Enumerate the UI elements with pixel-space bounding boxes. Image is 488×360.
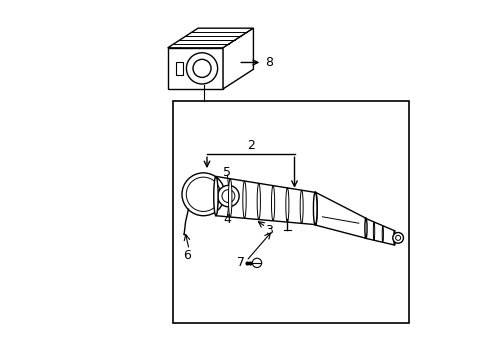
Circle shape	[182, 173, 224, 216]
Ellipse shape	[285, 188, 288, 222]
Circle shape	[392, 233, 403, 243]
Circle shape	[193, 59, 211, 77]
Text: 5: 5	[223, 166, 231, 179]
Circle shape	[395, 235, 400, 240]
Ellipse shape	[257, 183, 260, 220]
Circle shape	[222, 190, 234, 203]
Ellipse shape	[228, 179, 231, 217]
Circle shape	[252, 258, 261, 267]
Text: 7: 7	[237, 256, 244, 269]
Polygon shape	[167, 48, 223, 89]
Ellipse shape	[364, 218, 366, 238]
Ellipse shape	[313, 192, 316, 225]
Polygon shape	[176, 62, 183, 75]
Text: 6: 6	[183, 248, 191, 261]
Text: 1: 1	[200, 69, 207, 82]
Ellipse shape	[382, 226, 383, 242]
Text: 8: 8	[241, 56, 272, 69]
Circle shape	[186, 53, 217, 84]
Ellipse shape	[372, 222, 374, 240]
Ellipse shape	[314, 193, 317, 225]
Ellipse shape	[300, 190, 303, 223]
Ellipse shape	[271, 186, 274, 221]
Ellipse shape	[214, 176, 217, 216]
Text: 4: 4	[223, 213, 231, 226]
Circle shape	[217, 185, 239, 207]
Polygon shape	[223, 28, 253, 89]
Ellipse shape	[213, 176, 218, 216]
Text: 3: 3	[265, 224, 273, 237]
Bar	[173, 102, 408, 323]
Ellipse shape	[393, 231, 394, 245]
Polygon shape	[167, 28, 253, 48]
Ellipse shape	[243, 181, 245, 218]
Text: 2: 2	[246, 139, 254, 152]
Circle shape	[186, 177, 220, 211]
